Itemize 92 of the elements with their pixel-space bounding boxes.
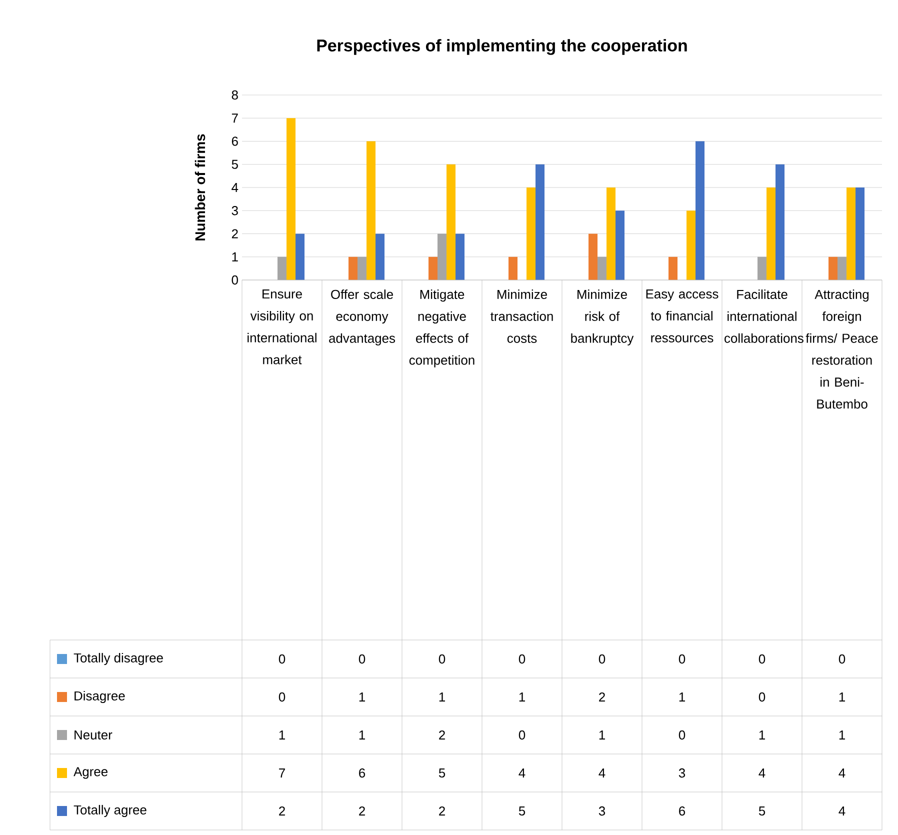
data-label: 0: [278, 654, 286, 664]
data-label: 2: [599, 692, 605, 702]
data-label: 1: [279, 730, 285, 740]
chart-title: Perspectives of implementing the cooperation: [317, 39, 687, 55]
data-label: 0: [758, 654, 766, 664]
data-label: 1: [599, 730, 605, 740]
data-label: 0: [518, 654, 526, 664]
data-label: 5: [438, 768, 446, 778]
y-tick-label: 6: [232, 136, 238, 146]
data-label: 1: [439, 692, 445, 702]
bar: [286, 118, 296, 280]
bar: [758, 256, 767, 280]
data-label: 5: [518, 806, 526, 816]
data-label: 2: [439, 806, 445, 816]
x-tick-label: Offer scale economy advantages: [329, 290, 396, 346]
bar: [296, 234, 305, 280]
x-tick-label: Attracting foreign firms/ Peace restoration in Beni-Butembo: [806, 290, 878, 409]
bar: [696, 141, 705, 280]
data-label: 5: [758, 806, 766, 816]
y-tick-label: 7: [232, 114, 238, 123]
data-label: 1: [679, 692, 685, 702]
y-tick-label: 5: [232, 160, 238, 169]
bar: [536, 164, 545, 280]
y-tick-label: 1: [232, 252, 238, 262]
x-tick-label: Minimize risk of bankruptcy: [571, 290, 634, 346]
data-label: 7: [279, 768, 285, 778]
bar: [606, 188, 616, 280]
data-label: 1: [839, 692, 845, 702]
bar: [278, 256, 287, 280]
legend-label: Totally agree: [74, 804, 146, 818]
bar: [846, 188, 856, 280]
x-tick-label: Easy access to financial ressources: [646, 290, 718, 342]
data-label: 0: [278, 692, 286, 702]
data-label: 2: [439, 730, 445, 740]
y-tick-label: 3: [232, 206, 238, 216]
bar: [348, 256, 358, 280]
bar: [616, 210, 625, 280]
legend-label: Neuter: [74, 730, 112, 740]
data-label: 4: [838, 806, 846, 816]
data-label: 1: [519, 692, 525, 702]
data-label: 4: [838, 768, 846, 778]
bar: [366, 141, 376, 280]
data-label: 4: [598, 768, 606, 778]
bar: [376, 234, 385, 280]
bar: [668, 256, 678, 280]
bar: [526, 188, 536, 280]
legend-label: Disagree: [74, 690, 125, 704]
bar: [838, 256, 847, 280]
data-label: 0: [758, 692, 766, 702]
y-tick-label: 8: [232, 90, 238, 100]
y-tick-label: 4: [232, 183, 238, 192]
bar: [686, 210, 696, 280]
data-label: 0: [678, 654, 686, 664]
x-tick-label: Mitigate negative effects of competition: [409, 290, 474, 368]
data-label: 6: [359, 768, 366, 778]
data-label: 3: [678, 768, 686, 778]
data-label: 0: [518, 730, 526, 740]
bar: [776, 164, 785, 280]
bar: [508, 256, 518, 280]
data-label: 1: [839, 730, 845, 740]
data-label: 2: [279, 806, 285, 816]
legend-label: Totally disagree: [74, 652, 163, 666]
data-label: 4: [758, 768, 766, 778]
bar: [766, 188, 776, 280]
bar: [588, 234, 598, 280]
x-tick-label: Minimize transaction costs: [490, 290, 553, 343]
data-label: 1: [759, 730, 765, 740]
bar: [598, 256, 607, 280]
x-tick-label: Ensure visibility on international market: [248, 290, 316, 364]
data-label: 3: [598, 806, 606, 816]
y-tick-label: 0: [232, 275, 238, 285]
data-label: 0: [358, 654, 366, 664]
data-label: 4: [518, 768, 526, 778]
bar: [456, 234, 465, 280]
bar: [856, 188, 865, 280]
data-label: 6: [679, 806, 686, 816]
legend-label: Agree: [74, 767, 108, 779]
bar: [438, 234, 447, 280]
data-label: 1: [359, 730, 365, 740]
bar: [358, 256, 367, 280]
data-label: 0: [598, 654, 606, 664]
data-label: 1: [359, 692, 365, 702]
data-label: 2: [359, 806, 365, 816]
y-tick-label: 2: [232, 229, 238, 238]
bar: [446, 164, 456, 280]
bar: [428, 256, 438, 280]
bar: [828, 256, 838, 280]
data-label: 0: [438, 654, 446, 664]
data-label: 0: [838, 654, 846, 664]
y-axis-title: Number of firms: [194, 134, 206, 240]
x-tick-label: Facilitate international collaborations: [724, 290, 804, 343]
data-label: 0: [678, 730, 686, 740]
